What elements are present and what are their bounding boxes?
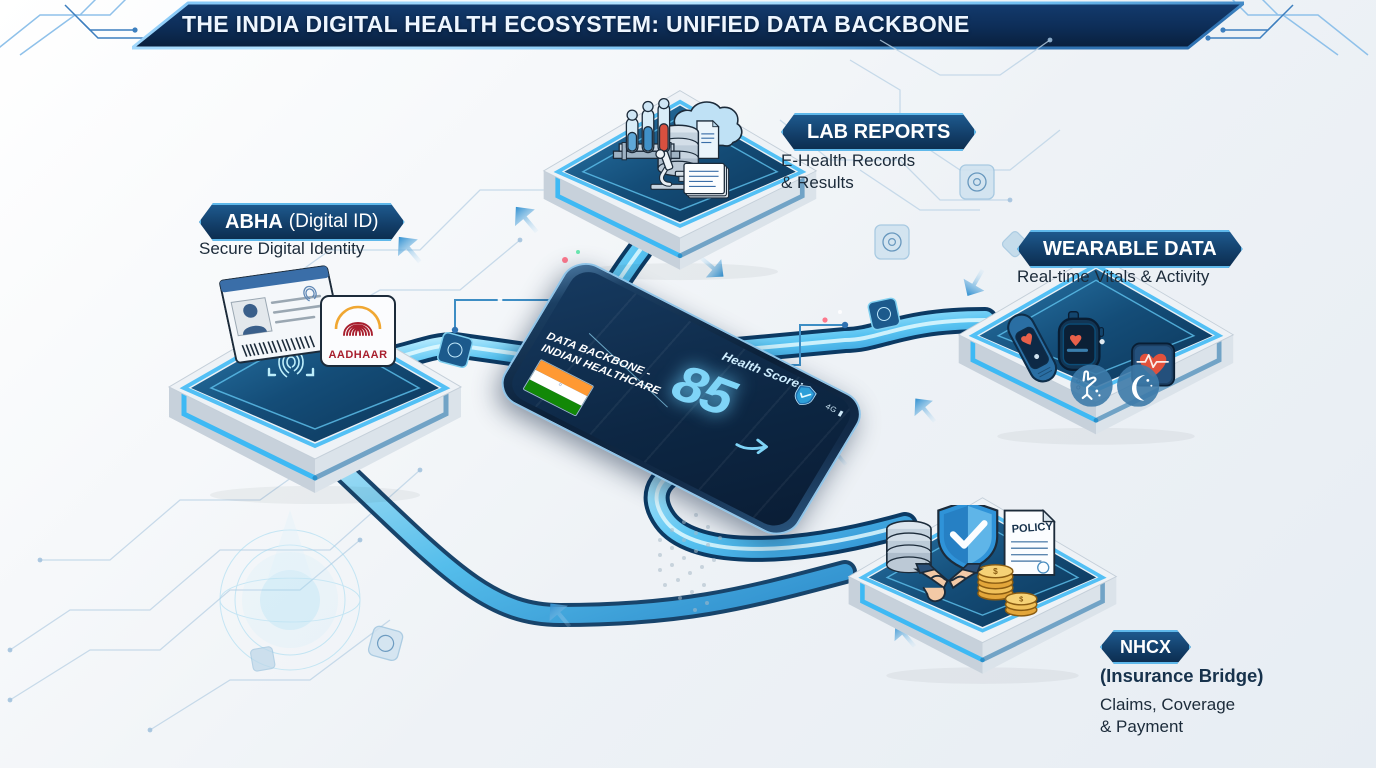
svg-text:$: $	[993, 567, 998, 576]
svg-text:AADHAAR: AADHAAR	[328, 349, 387, 361]
svg-text:$: $	[1019, 595, 1023, 604]
